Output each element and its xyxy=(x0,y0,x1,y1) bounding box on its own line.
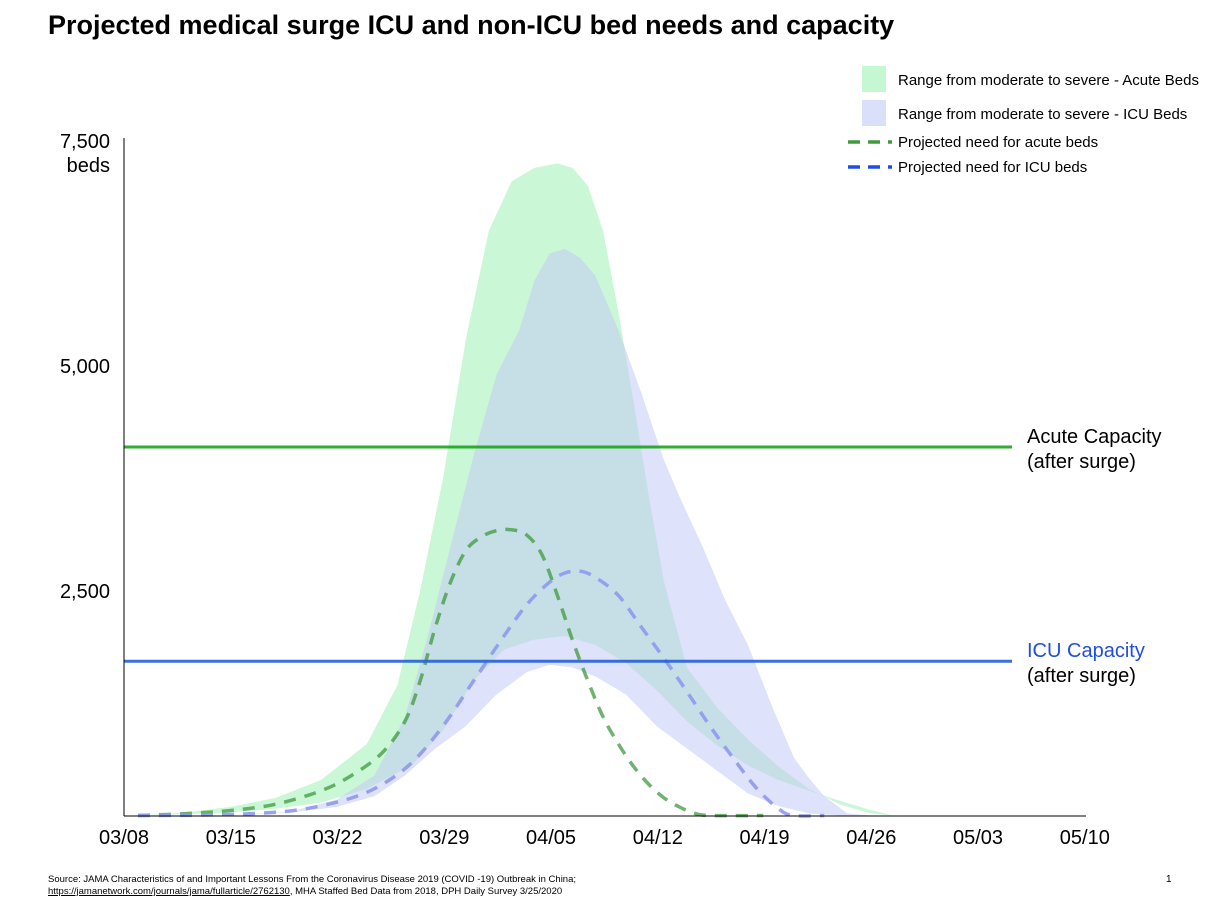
y-tick-label: 7,500 xyxy=(60,131,110,153)
acute_need-line xyxy=(137,527,764,818)
icu_range-legend-swatch xyxy=(862,100,886,126)
x-tick-label: 03/22 xyxy=(312,827,362,849)
x-tick-label: 04/26 xyxy=(846,827,896,849)
acute_range-legend-swatch xyxy=(862,66,886,92)
page-number: 1 xyxy=(1166,874,1172,885)
y-unit-label: beds xyxy=(67,155,110,177)
icu_capacity-sublabel: (after surge) xyxy=(1027,665,1136,687)
source-line-2: https://jamanetwork.com/journals/jama/fu… xyxy=(48,886,576,898)
x-tick-label: 05/03 xyxy=(953,827,1003,849)
y-tick-label: 2,500 xyxy=(60,581,110,603)
icu_capacity-label: ICU Capacity xyxy=(1027,640,1145,662)
chart-title: Projected medical surge ICU and non-ICU … xyxy=(48,10,895,40)
icu_need-legend-label: Projected need for ICU beds xyxy=(898,159,1087,176)
source-link[interactable]: https://jamanetwork.com/journals/jama/fu… xyxy=(48,886,290,897)
range-areas xyxy=(138,163,893,816)
acute_capacity-sublabel: (after surge) xyxy=(1027,451,1136,473)
acute_capacity-label: Acute Capacity xyxy=(1027,426,1162,448)
y-tick-label: 5,000 xyxy=(60,356,110,378)
icu_range-legend-label: Range from moderate to severe - ICU Beds xyxy=(898,106,1187,123)
icu_need-line xyxy=(137,569,825,818)
icu_range-area xyxy=(138,248,870,816)
acute_range-legend-label: Range from moderate to severe - Acute Be… xyxy=(898,72,1199,89)
acute_need-legend-label: Projected need for acute beds xyxy=(898,134,1098,151)
source-line-2-rest: , MHA Staffed Bed Data from 2018, DPH Da… xyxy=(289,886,563,897)
legend: Range from moderate to severe - Acute Be… xyxy=(848,66,1199,176)
source-note: Source: JAMA Characteristics of and Impo… xyxy=(48,874,576,898)
x-tick-label: 03/15 xyxy=(206,827,256,849)
axes xyxy=(123,138,1086,817)
capacity-lines: Acute Capacity (after surge) ICU Capacity (… xyxy=(124,426,1162,687)
x-tick-labels: 03/08 03/15 03/22 03/29 04/05 04/12 04/19 04/26… xyxy=(99,827,1110,849)
x-tick-label: 03/29 xyxy=(419,827,469,849)
x-tick-label: 04/19 xyxy=(739,827,789,849)
x-tick-label: 04/12 xyxy=(633,827,683,849)
x-tick-label: 04/05 xyxy=(526,827,576,849)
projection-lines xyxy=(137,527,825,818)
source-line-1: Source: JAMA Characteristics of and Impo… xyxy=(48,874,577,885)
x-tick-label: 03/08 xyxy=(99,827,149,849)
x-tick-label: 05/10 xyxy=(1060,827,1110,849)
